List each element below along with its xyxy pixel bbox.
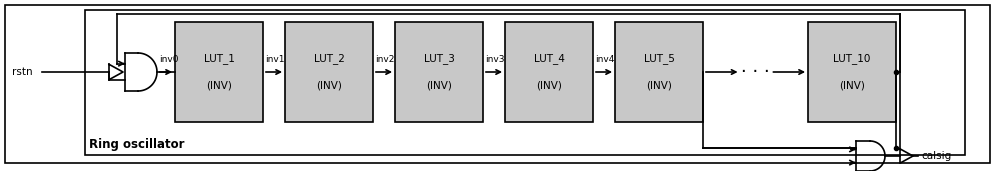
Text: (INV): (INV) [316, 80, 342, 90]
Text: LUT_3: LUT_3 [424, 54, 454, 64]
Text: (INV): (INV) [206, 80, 232, 90]
Bar [505, 22, 593, 122]
Text: LUT_10: LUT_10 [833, 54, 871, 64]
Bar [808, 22, 896, 122]
Text: inv4: inv4 [595, 55, 614, 64]
Text: (INV): (INV) [646, 80, 672, 90]
Bar [615, 22, 703, 122]
Text: inv3: inv3 [485, 55, 505, 64]
Text: LUT_4: LUT_4 [534, 54, 564, 64]
Text: inv2: inv2 [375, 55, 394, 64]
Bar [285, 22, 373, 122]
Text: rstn: rstn [12, 67, 33, 77]
Text: inv1: inv1 [265, 55, 285, 64]
Text: LUT_1: LUT_1 [204, 54, 234, 64]
Text: Ring oscillator: Ring oscillator [89, 138, 184, 151]
Text: (INV): (INV) [536, 80, 562, 90]
Text: LUT_2: LUT_2 [314, 54, 344, 64]
Text: · · ·: · · · [741, 63, 770, 81]
Text: LUT_5: LUT_5 [644, 54, 674, 64]
Bar [85, 10, 965, 155]
Bar [395, 22, 483, 122]
Text: (INV): (INV) [426, 80, 452, 90]
Text: calsig: calsig [921, 151, 951, 161]
Text: (INV): (INV) [839, 80, 865, 90]
Bar [175, 22, 263, 122]
Text: inv0: inv0 [159, 55, 178, 64]
